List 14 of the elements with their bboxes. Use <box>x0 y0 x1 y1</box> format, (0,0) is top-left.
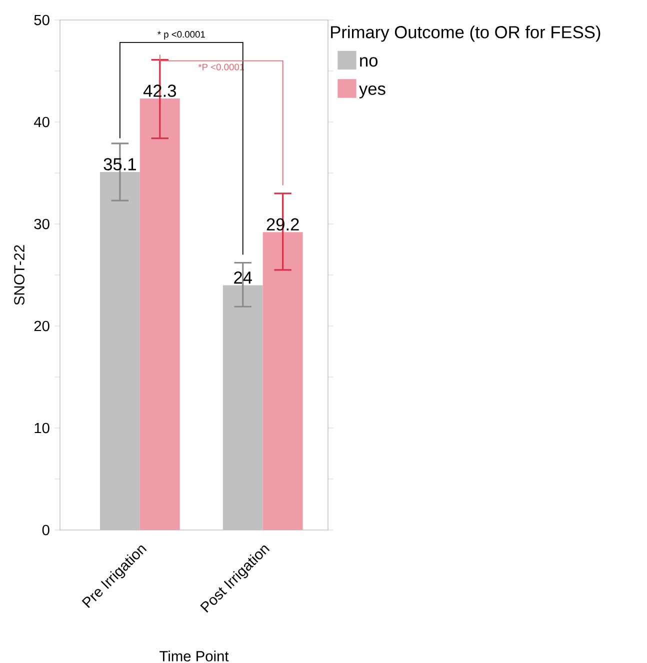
legend-label: yes <box>359 85 386 98</box>
data-label: 35.1 <box>104 158 136 170</box>
y-axis-title: SNOT-22 <box>14 245 24 305</box>
x-axis-title: Time Point <box>160 650 229 662</box>
y-tick-label: 30 <box>34 218 50 230</box>
legend-title: Primary Outcome (to OR for FESS) <box>331 26 600 42</box>
data-label: 24 <box>234 271 252 284</box>
y-tick-label: 10 <box>34 422 50 434</box>
y-tick-label: 20 <box>34 320 50 332</box>
y-tick-label: 0 <box>42 524 50 536</box>
legend-label: no <box>360 57 378 67</box>
y-tick-label: 50 <box>34 14 50 26</box>
y-tick-label: 40 <box>34 116 50 128</box>
annotation: * p <0.0001 <box>158 31 205 40</box>
